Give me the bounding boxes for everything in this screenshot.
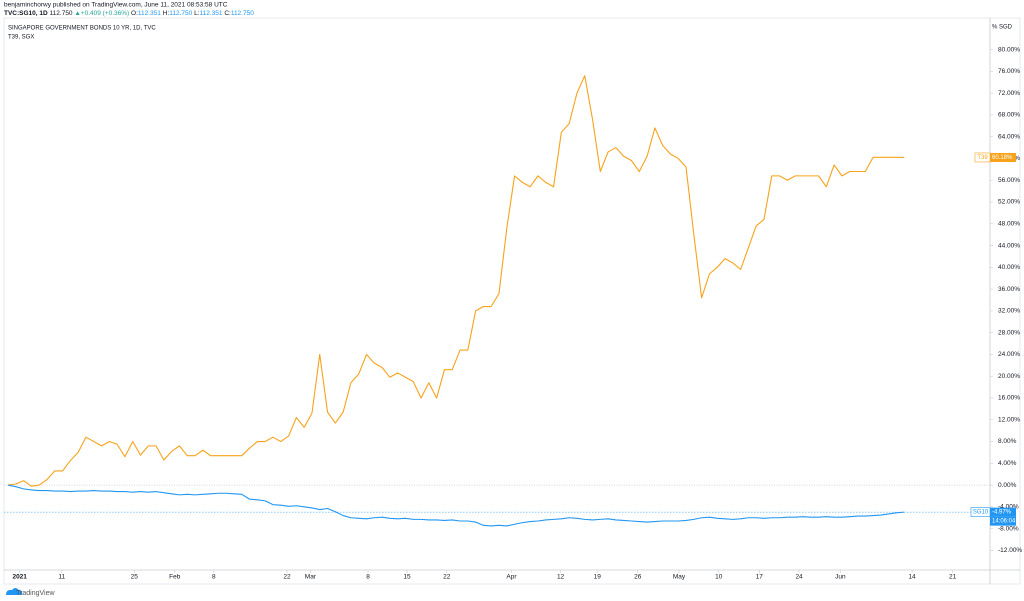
x-tick-label: 19 xyxy=(594,574,602,581)
badge-name: T39 xyxy=(977,155,988,161)
ohlc-value: 112.750 xyxy=(231,10,254,17)
badge-value-bg xyxy=(990,152,1016,162)
x-tick-label: 11 xyxy=(58,574,65,581)
y-tick-label: 76.00% xyxy=(998,68,1020,75)
x-tick-label: 15 xyxy=(403,574,411,581)
symbol: TVC:SG10, 1D xyxy=(4,10,48,17)
x-tick-label: 8 xyxy=(366,574,370,581)
ohlc-label: O: xyxy=(131,10,138,17)
y-tick-label: 4.00% xyxy=(998,460,1017,467)
x-tick-label: 21 xyxy=(949,574,957,581)
countdown-bg xyxy=(990,516,1016,526)
series-line xyxy=(7,75,905,487)
x-tick-label: 8 xyxy=(212,574,216,581)
ohlc-label: C: xyxy=(224,10,231,17)
x-tick-label: Feb xyxy=(169,574,181,581)
y-tick-label: 8.00% xyxy=(998,438,1017,445)
chart-subtitle: T39, SGX xyxy=(8,35,34,41)
y-tick-label: 48.00% xyxy=(998,220,1020,227)
y-tick-label: 44.00% xyxy=(998,242,1020,249)
ohlc-label: L: xyxy=(194,10,200,17)
y-tick-label: 12.00% xyxy=(998,416,1020,423)
x-tick-label: Jun xyxy=(835,574,846,581)
x-tick-label: 22 xyxy=(283,574,291,581)
countdown: 14:06:04 xyxy=(992,519,1016,525)
logo: TradingView xyxy=(6,588,55,597)
price: 112.750 xyxy=(50,10,73,17)
y-tick-label: 20.00% xyxy=(998,373,1020,380)
badge-value: 60.18% xyxy=(992,155,1013,161)
x-tick-label: Apr xyxy=(506,574,517,581)
y-tick-label: 16.00% xyxy=(998,395,1020,402)
x-tick-label: 24 xyxy=(795,574,803,581)
y-tick-label: -12.00% xyxy=(998,547,1022,554)
y-tick-label: 80.00% xyxy=(998,46,1020,53)
badge-value-bg xyxy=(990,507,1016,517)
x-tick-label: 17 xyxy=(756,574,764,581)
x-tick-label: 22 xyxy=(443,574,451,581)
badge-value: -4.97% xyxy=(992,510,1012,516)
y-tick-label: 40.00% xyxy=(998,264,1020,271)
x-tick-label: 12 xyxy=(557,574,565,581)
y-tick-label: -4.00% xyxy=(998,504,1019,511)
badge-name: SG10 xyxy=(973,510,989,516)
ohlc-value: 112.750 xyxy=(169,10,192,17)
ohlc-value: 112.351 xyxy=(138,10,161,17)
y-tick-label: 56.00% xyxy=(998,177,1020,184)
x-tick-label: 2021 xyxy=(12,574,27,581)
y-tick-label: 36.00% xyxy=(998,286,1020,293)
publisher: benjaminchorwy published on TradingView.… xyxy=(4,2,228,9)
logo-cloud xyxy=(6,588,23,595)
axis-unit: % SGD xyxy=(992,25,1013,31)
brand: TradingView xyxy=(16,590,55,597)
x-tick-label: 14 xyxy=(908,574,916,581)
ohlc-value: 112.351 xyxy=(199,10,222,17)
y-tick-label: 68.00% xyxy=(998,112,1020,119)
x-tick-label: 26 xyxy=(634,574,642,581)
y-tick-label: 52.00% xyxy=(998,199,1020,206)
y-tick-label: 72.00% xyxy=(998,90,1020,97)
x-tick-label: May xyxy=(673,574,686,581)
y-tick-label: 28.00% xyxy=(998,329,1020,336)
frame xyxy=(3,17,1021,585)
symbol-line: TVC:SG10, 1D 112.750 ▲+0.409 (+0.36%) O:… xyxy=(4,10,254,17)
y-tick-label: 24.00% xyxy=(998,351,1020,358)
y-tick-label: 0.00% xyxy=(998,482,1017,489)
x-tick-label: 10 xyxy=(715,574,723,581)
y-tick-label: 64.00% xyxy=(998,133,1020,140)
series-line xyxy=(7,484,905,527)
ohlc-label: H: xyxy=(163,10,170,17)
change: ▲+0.409 (+0.36%) xyxy=(74,10,129,17)
x-tick-label: Mar xyxy=(305,574,317,581)
y-tick-label: 32.00% xyxy=(998,308,1020,315)
chart-title: SINGAPORE GOVERNMENT BONDS 10 YR, 1D, TV… xyxy=(8,26,156,32)
y-tick-label: -8.00% xyxy=(998,525,1019,532)
x-tick-label: 25 xyxy=(131,574,139,581)
